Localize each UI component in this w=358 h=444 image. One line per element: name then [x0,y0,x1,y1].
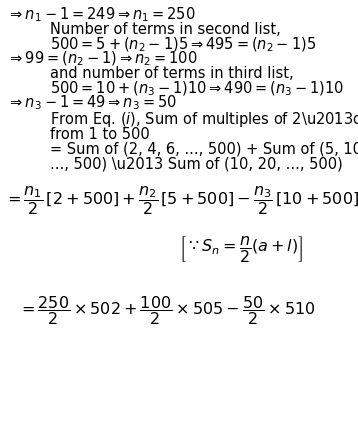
Text: From Eq. $(i)$, Sum of multiples of 2\u2013or 5: From Eq. $(i)$, Sum of multiples of 2\u2… [50,111,358,129]
Text: $\Rightarrow n_1 - 1 = 249 \Rightarrow n_1 = 250$: $\Rightarrow n_1 - 1 = 249 \Rightarrow n… [7,6,195,24]
Text: $500 = 5 + (n_2 - 1)5 \Rightarrow 495 = (n_2 - 1)5$: $500 = 5 + (n_2 - 1)5 \Rightarrow 495 = … [50,35,316,54]
Text: from 1 to 500: from 1 to 500 [50,127,150,142]
Text: $500 = 10 + (n_3 - 1)10 \Rightarrow 490 = (n_3 - 1)10$: $500 = 10 + (n_3 - 1)10 \Rightarrow 490 … [50,79,344,98]
Text: $= \dfrac{250}{2} \times 502 + \dfrac{100}{2} \times 505 - \dfrac{50}{2} \times : $= \dfrac{250}{2} \times 502 + \dfrac{10… [18,294,316,327]
Text: Number of terms in second list,: Number of terms in second list, [50,22,281,37]
Text: $\left[\because S_n = \dfrac{n}{2}(a + l)\right]$: $\left[\because S_n = \dfrac{n}{2}(a + l… [179,234,303,264]
Text: and number of terms in third list,: and number of terms in third list, [50,66,294,81]
Text: = Sum of (2, 4, 6, ..., 500) + Sum of (5, 10,: = Sum of (2, 4, 6, ..., 500) + Sum of (5… [50,142,358,157]
Text: ..., 500) \u2013 Sum of (10, 20, ..., 500): ..., 500) \u2013 Sum of (10, 20, ..., 50… [50,156,343,171]
Text: $\Rightarrow n_3 - 1 = 49 \Rightarrow n_3 = 50$: $\Rightarrow n_3 - 1 = 49 \Rightarrow n_… [7,94,177,112]
Text: $\Rightarrow 99 = (n_2 - 1) \Rightarrow n_2 = 100$: $\Rightarrow 99 = (n_2 - 1) \Rightarrow … [7,50,198,68]
Text: $= \dfrac{n_1}{2}\,[2 + 500] + \dfrac{n_2}{2}\,[5 + 500] - \dfrac{n_3}{2}\,[10 +: $= \dfrac{n_1}{2}\,[2 + 500] + \dfrac{n_… [4,184,358,217]
